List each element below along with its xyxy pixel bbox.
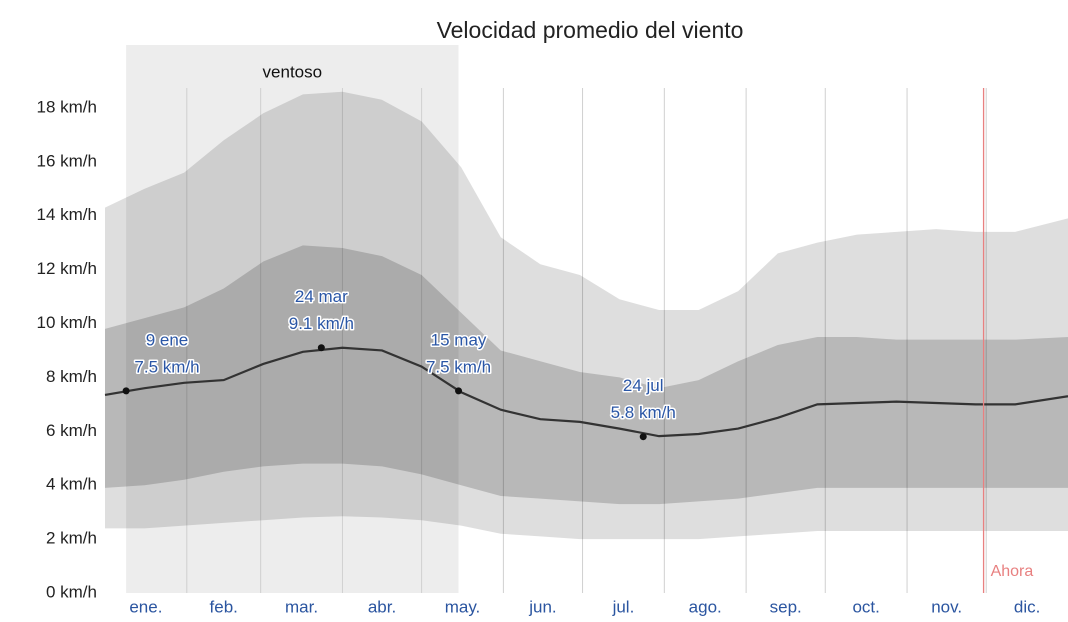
y-tick-label: 6 km/h: [46, 421, 97, 440]
x-tick-label: dic.: [1014, 597, 1040, 616]
x-tick-label: abr.: [368, 597, 396, 616]
x-tick-label: oct.: [852, 597, 879, 616]
annotation-point: [455, 387, 463, 395]
x-tick-label: jul.: [612, 597, 635, 616]
annotation-date: 9 ene: [146, 330, 189, 349]
annotation-point: [317, 344, 325, 352]
annotation-value: 5.8 km/h: [611, 403, 676, 422]
x-tick-label: jun.: [528, 597, 556, 616]
annotation-value: 7.5 km/h: [134, 357, 199, 376]
average-line: [104, 346, 1068, 438]
y-tick-label: 8 km/h: [46, 367, 97, 386]
annotation-date: 24 mar: [295, 287, 348, 306]
percentile-band: [105, 245, 1068, 505]
windy-region: [126, 45, 459, 593]
annotation-date: 15 may: [431, 330, 487, 349]
x-tick-label: may.: [445, 597, 481, 616]
annotation-point: [122, 387, 130, 395]
y-tick-label: 18 km/h: [37, 97, 97, 116]
y-tick-label: 0 km/h: [46, 582, 97, 601]
x-tick-label: sep.: [770, 597, 802, 616]
y-tick-label: 10 km/h: [37, 313, 97, 332]
x-tick-label: feb.: [210, 597, 238, 616]
y-tick-label: 4 km/h: [46, 475, 97, 494]
x-tick-label: ene.: [129, 597, 162, 616]
y-tick-label: 12 km/h: [37, 259, 97, 278]
region-label: ventoso: [263, 62, 323, 81]
x-tick-label: nov.: [931, 597, 962, 616]
annotation-date: 24 jul: [623, 376, 664, 395]
percentile-band: [105, 91, 1068, 540]
now-label: Ahora: [991, 563, 1034, 580]
y-tick-label: 14 km/h: [37, 205, 97, 224]
annotation-value: 9.1 km/h: [289, 314, 354, 333]
x-tick-label: mar.: [285, 597, 318, 616]
annotation-point: [639, 433, 647, 441]
y-tick-label: 16 km/h: [37, 151, 97, 170]
x-tick-label: ago.: [689, 597, 722, 616]
annotation-value: 7.5 km/h: [426, 357, 491, 376]
y-tick-label: 2 km/h: [46, 529, 97, 548]
chart-title: Velocidad promedio del viento: [437, 17, 744, 43]
